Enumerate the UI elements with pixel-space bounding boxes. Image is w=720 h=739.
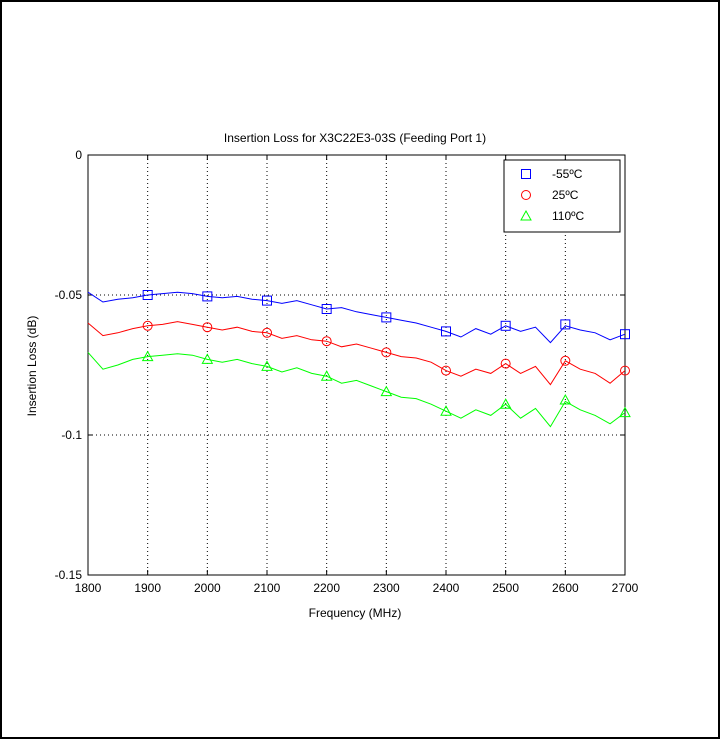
series-marker <box>141 350 154 362</box>
series-marker <box>560 319 571 330</box>
series-marker <box>202 291 213 302</box>
legend-label: 25ºC <box>552 188 579 202</box>
legend-marker <box>521 169 531 179</box>
legend-label: 110ºC <box>552 209 585 223</box>
series-marker <box>441 326 451 337</box>
x-tick-label: 2200 <box>313 581 340 595</box>
y-tick-label: -0.05 <box>55 288 83 302</box>
series-marker <box>620 365 630 376</box>
series-marker <box>262 295 272 306</box>
x-tick-label: 2500 <box>492 581 519 595</box>
x-tick-label: 1800 <box>75 581 102 595</box>
x-tick-label: 2300 <box>373 581 400 595</box>
y-tick-label: 0 <box>75 148 82 162</box>
series-marker <box>619 406 631 418</box>
x-axis-label: Frequency (MHz) <box>309 606 402 620</box>
series-line <box>87 352 626 428</box>
series-line <box>87 291 626 344</box>
series-marker <box>320 370 333 381</box>
series-marker <box>261 360 273 371</box>
chart-title: Insertion Loss for X3C22E3-03S (Feeding … <box>224 131 486 145</box>
series-marker <box>440 405 452 416</box>
series-marker <box>381 312 392 323</box>
series-marker <box>201 353 214 364</box>
plot-area-frame <box>87 154 626 576</box>
y-tick-label: -0.15 <box>55 568 83 582</box>
legend-marker <box>520 209 532 221</box>
series-marker <box>381 347 392 358</box>
series-marker <box>142 290 153 300</box>
series-line <box>87 321 626 386</box>
series-marker <box>202 322 213 333</box>
legend-label: -55ºC <box>552 167 583 181</box>
x-tick-label: 2400 <box>433 581 460 595</box>
series-marker <box>620 329 630 340</box>
x-tick-label: 2600 <box>552 581 579 595</box>
series-marker <box>321 304 332 314</box>
series-marker <box>559 393 572 405</box>
series-marker <box>262 327 272 338</box>
series-marker <box>560 355 571 366</box>
x-tick-label: 2100 <box>254 581 281 595</box>
series-marker <box>500 358 511 369</box>
x-tick-label: 1900 <box>134 581 161 595</box>
legend-marker <box>521 190 531 200</box>
series-marker <box>142 320 153 331</box>
series-marker <box>380 385 393 397</box>
series-marker <box>441 365 451 376</box>
series-marker <box>499 398 512 409</box>
series-marker <box>500 320 511 331</box>
y-axis-label: Insertion Loss (dB) <box>25 316 39 417</box>
series-marker <box>321 336 332 347</box>
y-tick-label: -0.1 <box>61 428 82 442</box>
x-tick-label: 2000 <box>194 581 221 595</box>
x-tick-label: 2700 <box>612 581 639 595</box>
